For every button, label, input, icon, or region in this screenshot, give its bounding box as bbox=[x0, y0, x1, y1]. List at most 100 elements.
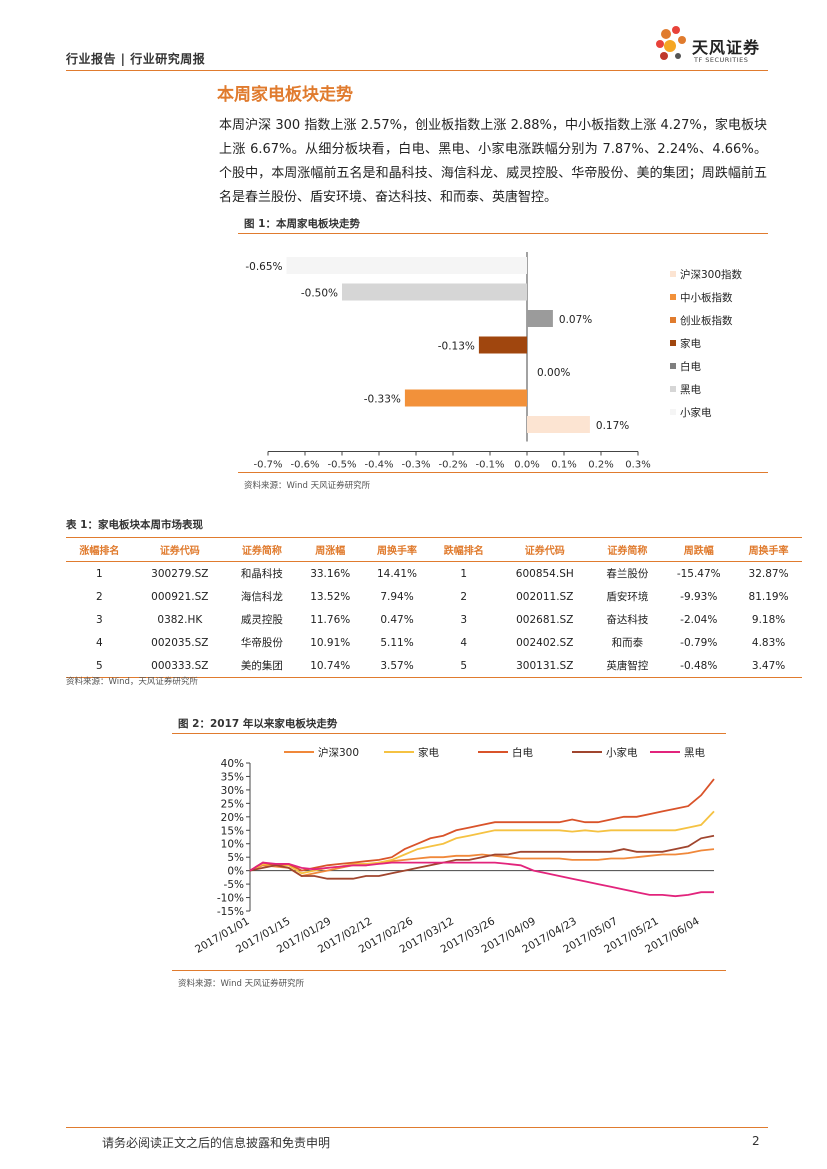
x-tick-label: 0.0% bbox=[514, 460, 539, 469]
y-tick-label: 5% bbox=[227, 852, 244, 864]
series-line bbox=[249, 810, 715, 875]
table-cell: 300131.SZ bbox=[497, 654, 593, 678]
legend-swatch bbox=[670, 386, 676, 392]
table-cell: 000333.SZ bbox=[132, 654, 227, 678]
table-row: 3 0382.HK 威灵控股 11.76% 0.47% 3 002681.SZ 奋达科技 -2.… bbox=[66, 608, 802, 631]
series-line bbox=[249, 778, 715, 872]
bar-value-label: 0.17% bbox=[596, 420, 629, 432]
section-paragraph: 本周沪深 300 指数上涨 2.57%，创业板指数上涨 2.88%，中小板指数上… bbox=[219, 118, 767, 205]
table1-source: 资料来源：Wind，天风证券研究所 bbox=[66, 677, 198, 687]
table-header-cell: 证券简称 bbox=[592, 537, 663, 562]
table-cell: 5.11% bbox=[380, 636, 414, 649]
legend-swatch bbox=[670, 317, 676, 323]
table-cell: 9.18% bbox=[751, 613, 786, 626]
table-cell: 1 bbox=[460, 567, 468, 580]
table-cell: 3.57% bbox=[363, 654, 431, 678]
legend-label: 小家电 bbox=[680, 406, 712, 419]
table-cell: 5 bbox=[430, 654, 498, 678]
legend-label: 家电 bbox=[680, 337, 701, 350]
legend-label: 沪深300 bbox=[318, 746, 359, 759]
table-cell: 和晶科技 bbox=[240, 568, 283, 580]
table-cell: 奋达科技 bbox=[606, 614, 649, 626]
table-cell: 3 bbox=[460, 613, 468, 626]
legend-label: 黑电 bbox=[684, 746, 705, 759]
x-tick-label: 0.3% bbox=[625, 460, 650, 469]
y-tick-label: 25% bbox=[221, 798, 244, 810]
table-cell: 300279.SZ bbox=[151, 567, 209, 580]
bar-value-label: -0.13% bbox=[438, 341, 475, 353]
table1-title: 表 1：家电板块本周市场表现 bbox=[66, 519, 203, 531]
table-cell: 3 bbox=[96, 613, 103, 626]
report-breadcrumb: 行业报告 | 行业研究周报 bbox=[66, 52, 206, 66]
figure2-bottom-rule bbox=[172, 970, 726, 971]
x-tick-label: -0.1% bbox=[475, 460, 504, 469]
table-cell: 81.19% bbox=[748, 590, 789, 603]
bar bbox=[342, 283, 527, 301]
market-performance-table: 涨幅排名 证券代码 证券简称 周涨幅 周换手率 跌幅排名 证券代码 证券简称 周跌幅 周换手率 1… bbox=[66, 537, 802, 678]
footer-disclaimer: 请务必阅读正文之后的信息披露和免责申明 bbox=[102, 1136, 331, 1150]
bar-value-label: 0.00% bbox=[537, 367, 570, 379]
legend-label: 沪深300指数 bbox=[680, 268, 743, 281]
y-tick-label: 20% bbox=[221, 812, 244, 824]
table-cell: 600854.SH bbox=[515, 567, 574, 580]
y-tick-label: 30% bbox=[221, 785, 244, 797]
table-cell: 0382.HK bbox=[157, 613, 203, 626]
y-tick-label: 15% bbox=[221, 825, 244, 837]
table-cell: 威灵控股 bbox=[240, 614, 283, 626]
x-tick-label: -0.7% bbox=[253, 460, 282, 469]
table-cell: 000921.SZ bbox=[151, 590, 209, 603]
table-cell: 2 bbox=[96, 590, 103, 603]
bar-value-label: -0.33% bbox=[364, 394, 401, 406]
x-tick-label: -0.3% bbox=[401, 460, 430, 469]
figure2-top-rule bbox=[172, 733, 726, 734]
table-row: 1 300279.SZ 和晶科技 33.16% 14.41% 1 600854.SH 春兰股份… bbox=[66, 562, 802, 586]
table-cell: -15.47% bbox=[676, 567, 721, 580]
legend-swatch bbox=[670, 409, 676, 415]
figure1-title: 图 1：本周家电板块走势 bbox=[244, 218, 360, 230]
table-cell: 10.91% bbox=[310, 636, 351, 649]
series-line bbox=[249, 834, 715, 880]
legend-swatch bbox=[670, 340, 676, 346]
y-tick-label: -15% bbox=[217, 906, 244, 918]
brand-name: 天风证券 bbox=[692, 38, 761, 57]
figure1-bar-chart: -0.7% -0.6% -0.5% -0.4% -0.3% -0.2% -0.1% 0.0% 0… bbox=[245, 252, 743, 469]
table-cell: 002681.SZ bbox=[516, 613, 574, 626]
table-cell: -0.48% bbox=[662, 654, 736, 678]
table-cell: 33.16% bbox=[310, 567, 351, 580]
legend-label: 白电 bbox=[680, 360, 701, 373]
bar bbox=[478, 336, 527, 354]
table-cell: -0.79% bbox=[680, 636, 718, 649]
table-header-cell: 证券代码 bbox=[497, 537, 593, 562]
table-cell: 海信科龙 bbox=[240, 591, 283, 603]
bar-value-label: -0.50% bbox=[301, 288, 338, 300]
table-cell: 4 bbox=[96, 636, 103, 649]
table-header-cell: 周换手率 bbox=[735, 537, 802, 562]
x-tick-label: 0.1% bbox=[551, 460, 576, 469]
legend-label: 中小板指数 bbox=[680, 291, 733, 304]
y-tick-label: -10% bbox=[217, 893, 244, 905]
figure2-source: 资料来源：Wind 天风证券研究所 bbox=[178, 979, 305, 989]
table-header-cell: 涨幅排名 bbox=[66, 537, 133, 562]
table-header-cell: 周跌幅 bbox=[662, 537, 736, 562]
bar-value-label: -0.65% bbox=[245, 261, 282, 273]
figure1-bottom-rule bbox=[238, 472, 768, 473]
y-tick-label: 10% bbox=[221, 839, 244, 851]
table-cell: -9.93% bbox=[680, 590, 718, 603]
header-divider bbox=[66, 70, 768, 71]
table-cell: 10.74% bbox=[296, 654, 364, 678]
section-title: 本周家电板块走势 bbox=[217, 85, 353, 105]
table-header-cell: 证券代码 bbox=[132, 537, 227, 562]
table-cell: 3.47% bbox=[735, 654, 802, 678]
bar bbox=[286, 257, 527, 274]
y-tick-label: -5% bbox=[224, 879, 244, 891]
x-tick-label: -0.2% bbox=[438, 460, 467, 469]
footer-divider bbox=[66, 1127, 768, 1128]
table-row: 2 000921.SZ 海信科龙 13.52% 7.94% 2 002011.SZ 盾安环境 -… bbox=[66, 585, 802, 608]
legend-swatch bbox=[670, 363, 676, 369]
x-tick-label: -0.4% bbox=[364, 460, 393, 469]
table-cell: 盾安环境 bbox=[606, 591, 649, 603]
table-cell: 5 bbox=[66, 654, 133, 678]
legend-swatch bbox=[670, 294, 676, 300]
brand-logo bbox=[656, 26, 686, 60]
bar bbox=[404, 389, 527, 407]
